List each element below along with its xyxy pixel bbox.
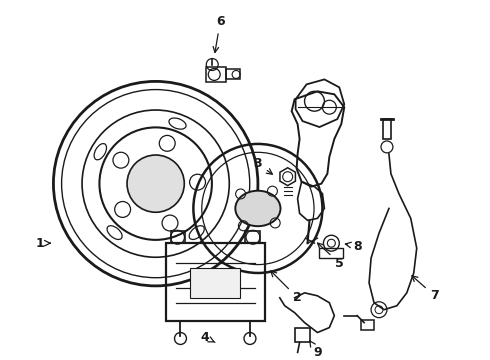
Text: 7: 7 <box>412 276 439 302</box>
Text: 1: 1 <box>35 237 50 250</box>
Polygon shape <box>191 268 240 298</box>
Text: 6: 6 <box>213 15 224 53</box>
Text: 5: 5 <box>318 243 343 270</box>
Text: 9: 9 <box>310 341 322 359</box>
Text: 8: 8 <box>345 240 362 253</box>
Ellipse shape <box>235 191 280 226</box>
Text: 2: 2 <box>271 271 302 304</box>
Text: 4: 4 <box>201 331 215 344</box>
Circle shape <box>127 155 184 212</box>
Text: 3: 3 <box>254 157 272 174</box>
